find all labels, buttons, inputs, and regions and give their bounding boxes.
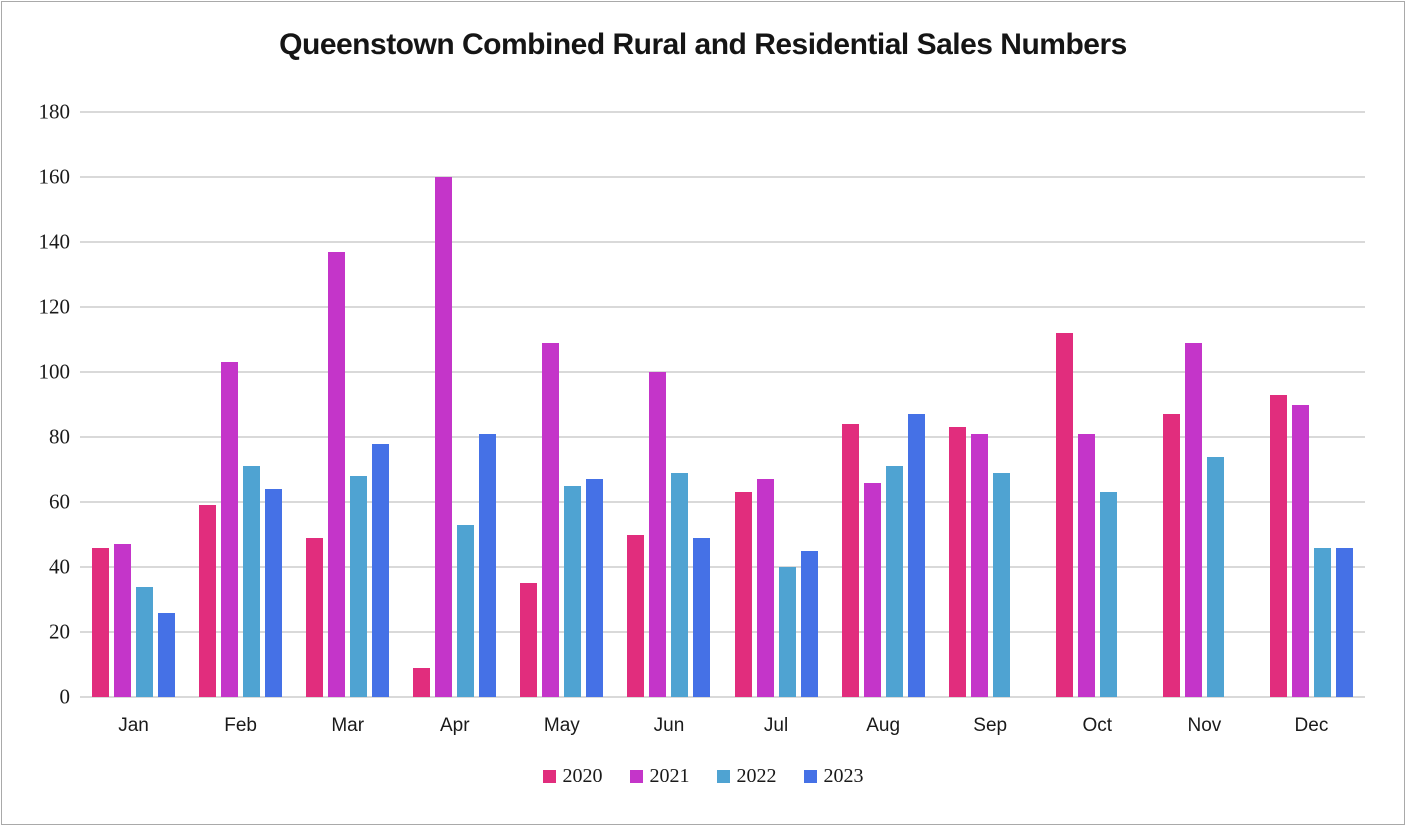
gridline-160 bbox=[80, 176, 1365, 178]
bar-2021-sep bbox=[970, 433, 988, 697]
chart-title: Queenstown Combined Rural and Residentia… bbox=[279, 28, 1127, 61]
bar-2020-apr bbox=[413, 667, 431, 697]
legend-swatch-2022 bbox=[716, 770, 730, 783]
x-axis-label-jul: Jul bbox=[763, 715, 789, 736]
gridline-120 bbox=[80, 306, 1365, 308]
bar-2022-may bbox=[564, 485, 582, 697]
bar-2020-oct bbox=[1055, 333, 1073, 697]
bar-2020-aug bbox=[841, 424, 859, 697]
gridline-60 bbox=[80, 501, 1365, 503]
legend-item-2022: 2022 bbox=[716, 765, 777, 788]
bar-2021-mar bbox=[328, 251, 346, 697]
y-axis-tick-label-160: 160 bbox=[38, 164, 71, 189]
bar-2021-nov bbox=[1184, 342, 1202, 697]
plot-area: Jan Feb Mar Apr May Jun Jul Aug Sep Oct Nov Dec bbox=[80, 111, 1365, 736]
gridline-100 bbox=[80, 371, 1365, 373]
bar-2020-dec bbox=[1269, 394, 1287, 697]
bar-2022-feb bbox=[243, 466, 261, 697]
gridline-40 bbox=[80, 566, 1365, 568]
legend-label-2020: 2020 bbox=[562, 765, 603, 787]
x-axis-label-mar: Mar bbox=[331, 715, 365, 736]
legend-swatch-2023 bbox=[803, 770, 817, 783]
bar-2020-nov bbox=[1162, 414, 1180, 697]
legend-item-2021: 2021 bbox=[629, 765, 690, 788]
x-axis-label-aug: Aug bbox=[866, 715, 901, 736]
y-axis-tick-label-120: 120 bbox=[38, 294, 71, 319]
y-axis-tick-label-20: 20 bbox=[49, 619, 70, 644]
legend-swatch-2021 bbox=[629, 770, 643, 783]
bar-2022-jan bbox=[136, 586, 154, 697]
bar-2023-mar bbox=[372, 443, 390, 697]
bar-2021-dec bbox=[1291, 404, 1309, 697]
bar-2022-mar bbox=[350, 476, 368, 697]
legend-item-2020: 2020 bbox=[542, 765, 603, 788]
bar-2023-aug bbox=[907, 414, 925, 697]
bar-2020-mar bbox=[306, 537, 324, 697]
x-axis-label-nov: Nov bbox=[1187, 715, 1222, 736]
x-axis-label-feb: Feb bbox=[224, 715, 257, 736]
bar-2023-dec bbox=[1335, 547, 1353, 697]
y-axis-tick-label-40: 40 bbox=[49, 554, 70, 579]
bar-2020-jun bbox=[627, 534, 645, 697]
bar-2022-nov bbox=[1206, 456, 1224, 697]
gridline-180 bbox=[80, 111, 1365, 113]
bar-2023-jul bbox=[800, 550, 818, 697]
y-axis-tick-label-100: 100 bbox=[38, 359, 71, 384]
bar-2020-jan bbox=[92, 547, 110, 697]
legend-label-2023: 2023 bbox=[823, 765, 864, 787]
bar-2022-oct bbox=[1099, 492, 1117, 697]
bar-2021-feb bbox=[221, 362, 239, 697]
bar-2023-may bbox=[586, 479, 604, 697]
gridline-20 bbox=[80, 631, 1365, 633]
y-axis-tick-label-140: 140 bbox=[38, 229, 71, 254]
bar-2023-apr bbox=[479, 433, 497, 697]
bar-2022-aug bbox=[885, 466, 903, 697]
legend-label-2022: 2022 bbox=[736, 765, 777, 787]
bar-2020-feb bbox=[199, 505, 217, 697]
bar-2021-jul bbox=[756, 479, 774, 697]
y-axis-tick-label-60: 60 bbox=[49, 489, 70, 514]
bar-2022-jul bbox=[778, 567, 796, 697]
bar-2021-aug bbox=[863, 482, 881, 697]
legend-label-2021: 2021 bbox=[649, 765, 690, 787]
x-axis-label-jun: Jun bbox=[653, 715, 685, 736]
bar-2022-apr bbox=[457, 524, 475, 697]
bar-2021-oct bbox=[1077, 433, 1095, 697]
bar-2021-jan bbox=[114, 544, 132, 697]
x-axis-label-dec: Dec bbox=[1294, 715, 1329, 736]
legend-item-2023: 2023 bbox=[803, 765, 864, 788]
x-axis-label-sep: Sep bbox=[973, 715, 1008, 736]
y-axis-tick-label-0: 0 bbox=[59, 684, 71, 709]
y-axis-tick-label-80: 80 bbox=[49, 424, 70, 449]
gridline-140 bbox=[80, 241, 1365, 243]
bar-2021-may bbox=[542, 342, 560, 697]
gridline-0 bbox=[80, 696, 1365, 698]
bar-2023-jun bbox=[693, 537, 711, 697]
gridline-80 bbox=[80, 436, 1365, 438]
x-axis-label-jan: Jan bbox=[118, 715, 149, 736]
bar-2020-may bbox=[520, 583, 538, 697]
bar-2021-jun bbox=[649, 372, 667, 697]
bar-2023-jan bbox=[158, 612, 176, 697]
bar-2020-jul bbox=[734, 492, 752, 697]
bar-2023-feb bbox=[265, 489, 283, 697]
legend: 2020 2021 2022 2023 bbox=[2, 765, 1404, 788]
bar-2022-dec bbox=[1313, 547, 1331, 697]
bar-2022-sep bbox=[992, 472, 1010, 697]
bar-2022-jun bbox=[671, 472, 689, 697]
y-axis-tick-label-180: 180 bbox=[38, 99, 71, 124]
bar-2021-apr bbox=[435, 177, 453, 697]
x-axis-label-may: May bbox=[543, 715, 580, 736]
x-axis-label-oct: Oct bbox=[1082, 715, 1113, 736]
legend-swatch-2020 bbox=[542, 770, 556, 783]
bar-2020-sep bbox=[948, 427, 966, 697]
x-axis-label-apr: Apr bbox=[440, 715, 470, 736]
